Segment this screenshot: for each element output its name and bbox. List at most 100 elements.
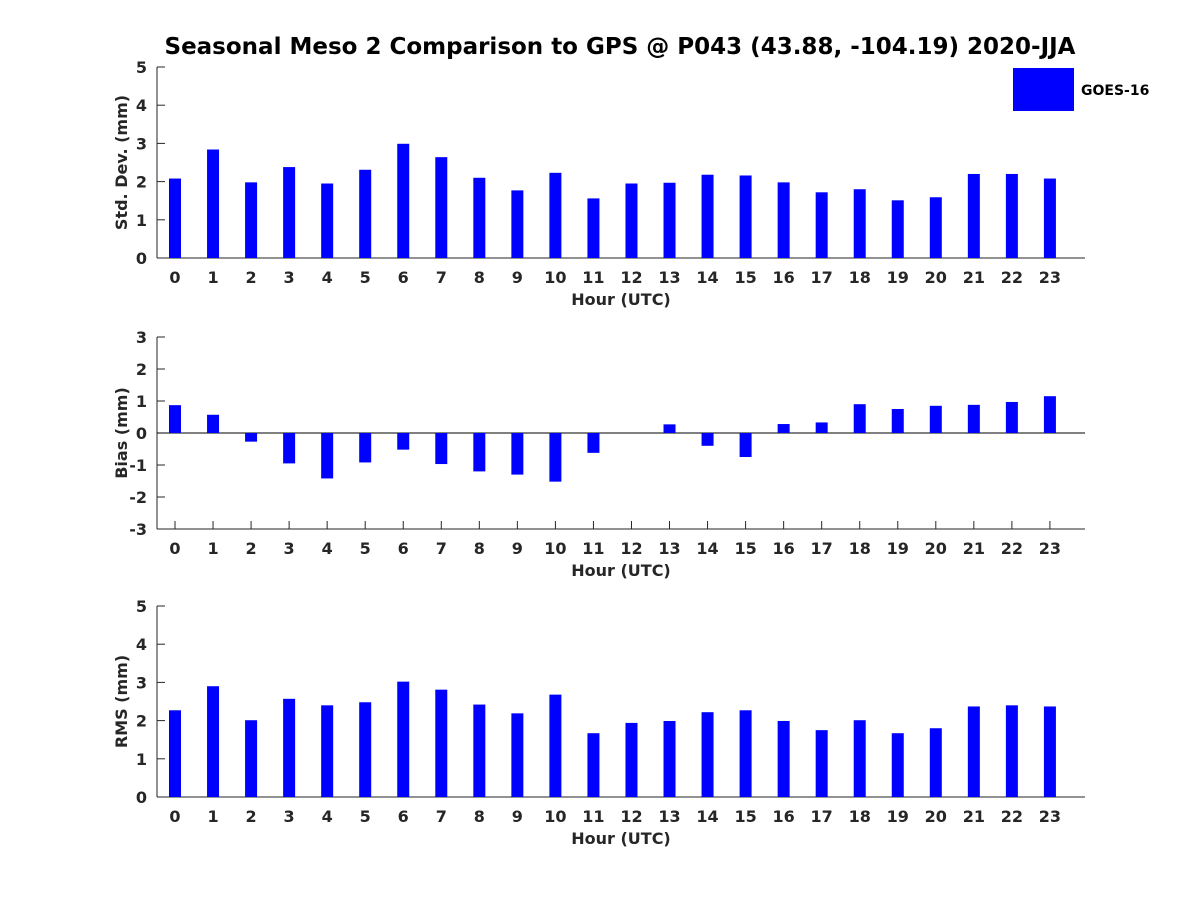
x-tick-label: 16	[773, 807, 795, 826]
bar-hour-3	[283, 167, 296, 258]
bar-hour-2	[245, 433, 258, 442]
y-tick-label: -1	[129, 456, 147, 475]
bar-hour-15	[739, 433, 752, 457]
bar-hour-21	[967, 706, 980, 797]
x-tick-label: 6	[398, 539, 409, 558]
bar-hour-11	[587, 198, 600, 258]
x-tick-label: 9	[512, 807, 523, 826]
x-tick-label: 22	[1001, 539, 1023, 558]
bar-hour-2	[245, 182, 258, 258]
x-tick-label: 12	[620, 539, 642, 558]
bar-hour-13	[663, 720, 676, 797]
x-tick-label: 4	[322, 539, 333, 558]
x-tick-label: 19	[887, 807, 909, 826]
x-tick-label: 14	[696, 807, 718, 826]
bar-hour-11	[587, 733, 600, 797]
x-tick-label: 6	[398, 807, 409, 826]
y-tick-label: -3	[129, 520, 147, 539]
x-tick-label: 18	[849, 539, 871, 558]
bar-hour-18	[853, 189, 866, 258]
x-tick-label: 2	[246, 268, 257, 287]
bar-hour-20	[929, 197, 942, 258]
x-tick-label: 13	[658, 539, 680, 558]
x-tick-label: 6	[398, 268, 409, 287]
bar-hour-7	[435, 433, 448, 465]
x-tick-label: 20	[925, 807, 947, 826]
legend-swatch-goes-16	[1013, 68, 1074, 111]
y-tick-label: -2	[129, 488, 147, 507]
bar-hour-14	[701, 433, 714, 446]
bar-hour-23	[1043, 178, 1056, 258]
x-tick-label: 5	[360, 268, 371, 287]
x-tick-label: 23	[1039, 268, 1061, 287]
x-tick-label: 11	[582, 268, 604, 287]
bar-hour-21	[967, 173, 980, 258]
y-tick-label: 2	[136, 712, 147, 731]
x-axis-label: Hour (UTC)	[571, 290, 671, 309]
bar-hour-9	[511, 713, 524, 797]
x-tick-label: 3	[284, 539, 295, 558]
bar-hour-9	[511, 433, 524, 475]
x-tick-label: 17	[811, 539, 833, 558]
bar-hour-13	[663, 182, 676, 258]
y-tick-label: 3	[136, 134, 147, 153]
x-tick-label: 8	[474, 807, 485, 826]
x-tick-label: 21	[963, 268, 985, 287]
x-tick-label: 2	[246, 539, 257, 558]
bar-hour-8	[473, 433, 486, 472]
bar-hour-10	[549, 433, 562, 482]
bar-hour-1	[207, 414, 220, 433]
y-tick-label: 4	[136, 635, 147, 654]
bar-hour-15	[739, 710, 752, 797]
x-tick-label: 1	[207, 807, 218, 826]
x-tick-label: 1	[207, 268, 218, 287]
bar-hour-20	[929, 405, 942, 433]
y-tick-label: 4	[136, 96, 147, 115]
x-tick-label: 9	[512, 539, 523, 558]
bar-hour-12	[625, 722, 638, 797]
x-tick-label: 23	[1039, 807, 1061, 826]
bar-hour-23	[1043, 396, 1056, 433]
x-tick-label: 4	[322, 807, 333, 826]
bar-hour-10	[549, 172, 562, 258]
bar-hour-17	[815, 730, 828, 797]
y-tick-label: 5	[136, 597, 147, 616]
y-tick-label: 3	[136, 673, 147, 692]
y-tick-label: 0	[136, 788, 147, 807]
x-tick-label: 14	[696, 268, 718, 287]
x-tick-label: 15	[734, 539, 756, 558]
legend-label: GOES-16	[1081, 83, 1149, 99]
x-tick-label: 7	[436, 807, 447, 826]
x-tick-label: 8	[474, 539, 485, 558]
x-tick-label: 23	[1039, 539, 1061, 558]
x-tick-label: 13	[658, 807, 680, 826]
bar-hour-16	[777, 720, 790, 797]
bar-hour-22	[1005, 705, 1018, 797]
bar-hour-5	[359, 433, 372, 463]
x-tick-label: 15	[734, 807, 756, 826]
x-tick-label: 15	[734, 268, 756, 287]
x-tick-label: 16	[773, 539, 795, 558]
x-tick-label: 9	[512, 268, 523, 287]
x-tick-label: 22	[1001, 807, 1023, 826]
x-tick-label: 20	[925, 539, 947, 558]
bar-hour-8	[473, 704, 486, 797]
x-tick-label: 10	[544, 268, 566, 287]
bar-hour-22	[1005, 173, 1018, 258]
bar-hour-15	[739, 175, 752, 258]
x-tick-label: 0	[169, 539, 180, 558]
bar-hour-20	[929, 728, 942, 797]
x-tick-label: 7	[436, 539, 447, 558]
x-tick-label: 13	[658, 268, 680, 287]
bar-hour-16	[777, 182, 790, 258]
bar-hour-19	[891, 733, 904, 797]
bar-hour-17	[815, 192, 828, 258]
y-tick-label: 2	[136, 173, 147, 192]
x-tick-label: 5	[360, 539, 371, 558]
bar-hour-6	[397, 143, 410, 258]
y-axis-label: Std. Dev. (mm)	[112, 95, 131, 230]
